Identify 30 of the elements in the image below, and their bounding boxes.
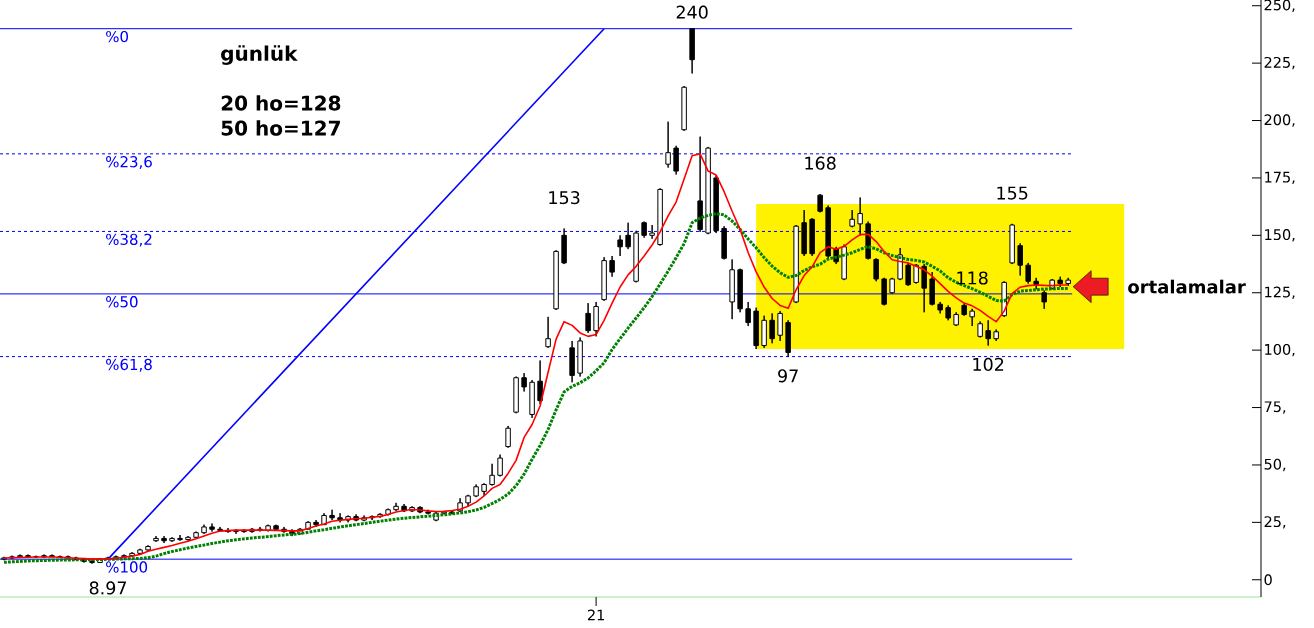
annotation: 168 — [805, 156, 836, 170]
annotation: 118 — [957, 271, 988, 285]
annotation: %61,8 — [106, 358, 152, 372]
y-tick-label: 200, — [1264, 114, 1295, 127]
x-tick-label: 21 — [587, 609, 604, 621]
annotation: ortalamalar — [1128, 279, 1246, 294]
annotation: %50 — [106, 296, 138, 308]
y-tick-label: 125, — [1265, 286, 1295, 299]
y-tick-label: 25, — [1264, 516, 1286, 529]
annotation: %38,2 — [106, 233, 152, 247]
annotation: 155 — [997, 186, 1028, 200]
annotation: 8.97 — [89, 581, 127, 595]
annotation: 153 — [549, 191, 580, 205]
y-tick-label: 50, — [1264, 458, 1286, 472]
annotation: %0 — [106, 30, 129, 43]
annotation: 20 ho=128 — [221, 95, 341, 111]
y-tick-label: 75, — [1264, 401, 1286, 414]
text: günlük — [221, 45, 298, 65]
annotation: 240 — [676, 5, 708, 19]
annotation: 50 ho=127 — [221, 120, 340, 136]
y-tick-label: 225, — [1264, 56, 1295, 70]
y-tick-label: 150, — [1265, 229, 1295, 242]
y-tick-label: 250, — [1264, 0, 1295, 12]
annotation: 102 — [973, 357, 1004, 371]
annotation: %100 — [106, 561, 148, 573]
annotation: 97 — [778, 369, 798, 383]
y-tick-label: 100, — [1265, 343, 1295, 357]
y-tick-label: 0 — [1264, 574, 1272, 586]
y-tick-label: 175, — [1265, 171, 1295, 185]
annotation: %23,6 — [106, 156, 152, 169]
